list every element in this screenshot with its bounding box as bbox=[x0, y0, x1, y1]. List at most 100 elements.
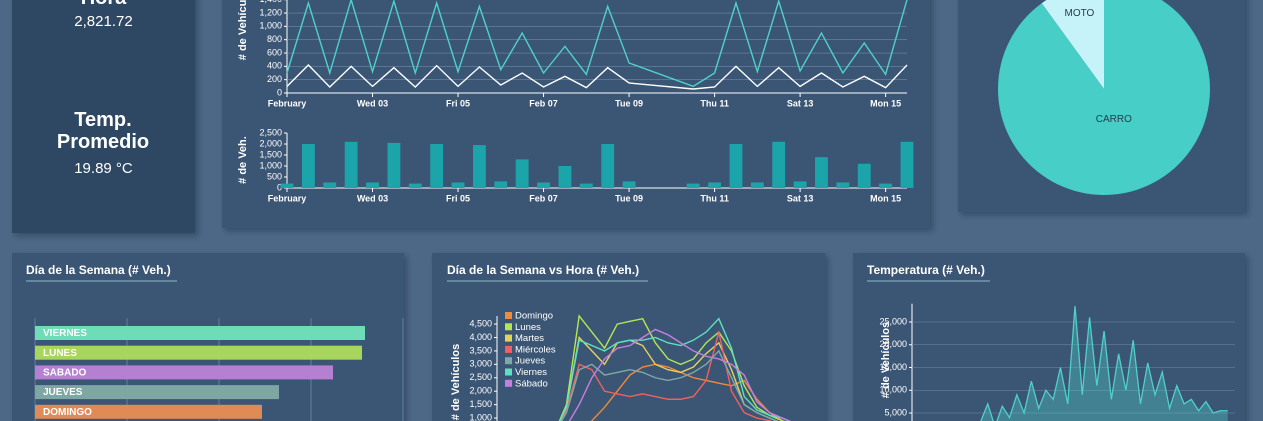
y-tick-label: 1,000 bbox=[259, 160, 282, 170]
bar bbox=[515, 159, 529, 188]
bar bbox=[836, 182, 850, 188]
y-tick-label: 2,000 bbox=[259, 138, 282, 148]
bar bbox=[558, 166, 572, 188]
y-tick-label: 15,000 bbox=[879, 362, 907, 372]
pie-slice bbox=[998, 0, 1210, 195]
pie-label: MOTO bbox=[1065, 8, 1095, 19]
bar bbox=[772, 141, 786, 188]
bar bbox=[280, 183, 294, 188]
line-series bbox=[568, 328, 792, 421]
y-tick-label: 0 bbox=[277, 182, 282, 192]
pie-slice bbox=[1041, 0, 1104, 89]
y-tick-label: 3,000 bbox=[469, 359, 492, 369]
x-tick-label: Mon 15 bbox=[870, 193, 901, 203]
pie-label: CARRO bbox=[1096, 114, 1132, 125]
x-tick-label: Sat 13 bbox=[787, 98, 814, 108]
y-tick-label: 5,000 bbox=[884, 407, 907, 417]
y-tick-label: 10,000 bbox=[879, 385, 907, 395]
x-tick-label: Feb 07 bbox=[529, 98, 558, 108]
x-tick-label: Fri 05 bbox=[446, 193, 470, 203]
legend-swatch bbox=[505, 379, 512, 387]
legend-label: Sábado bbox=[515, 378, 548, 389]
bar bbox=[451, 182, 465, 188]
bar bbox=[750, 182, 764, 188]
legend-label: Miércoles bbox=[515, 344, 556, 355]
bar bbox=[430, 144, 444, 188]
y-tick-label: 2,500 bbox=[469, 372, 492, 382]
line-series bbox=[559, 317, 792, 421]
legend-swatch bbox=[505, 357, 512, 365]
line-series bbox=[286, 0, 908, 88]
y-tick-label: 1,400 bbox=[259, 0, 282, 4]
bar bbox=[35, 365, 333, 380]
bar bbox=[857, 163, 871, 188]
y-tick-label: 600 bbox=[267, 47, 282, 57]
x-tick-label: Thu 11 bbox=[700, 193, 729, 203]
bar bbox=[301, 144, 315, 188]
kpi-value: 2,821.72 bbox=[74, 13, 133, 30]
line-series bbox=[560, 349, 779, 421]
x-tick-label: February bbox=[268, 98, 307, 108]
y-tick-label: 1,000 bbox=[259, 21, 282, 31]
y-tick-label: 3,500 bbox=[469, 345, 492, 355]
y-tick-label: 1,000 bbox=[469, 412, 492, 421]
bar-label: DOMINGO bbox=[43, 407, 92, 418]
y-tick-label: 1,200 bbox=[259, 7, 282, 17]
y-tick-label: 0 bbox=[277, 87, 282, 97]
x-tick-label: February bbox=[268, 193, 307, 203]
y-axis-title: # de Veh. bbox=[237, 136, 249, 184]
line-series bbox=[286, 64, 908, 90]
x-tick-label: Sat 13 bbox=[787, 193, 814, 203]
legend-label: Jueves bbox=[515, 356, 545, 367]
kpi-label: Temp. Promedio bbox=[56, 109, 150, 153]
bar bbox=[729, 144, 743, 188]
x-tick-label: Tue 09 bbox=[615, 98, 643, 108]
line-series bbox=[558, 314, 785, 421]
bar bbox=[344, 141, 358, 188]
legend-label: Lunes bbox=[515, 322, 541, 333]
bar bbox=[366, 182, 379, 188]
area-line bbox=[980, 306, 1228, 421]
bar bbox=[579, 183, 593, 188]
bar bbox=[900, 141, 914, 188]
bar bbox=[473, 145, 486, 188]
bar bbox=[622, 181, 636, 188]
y-tick-label: 800 bbox=[267, 34, 282, 44]
y-axis-title: # de Vehículos bbox=[450, 344, 462, 420]
timeseries-panel bbox=[222, 0, 930, 228]
bar bbox=[537, 182, 550, 188]
y-tick-label: 500 bbox=[267, 171, 282, 181]
legend-label: Martes bbox=[515, 333, 544, 344]
kpi-label: Hora bbox=[12, 0, 195, 9]
bar-label: JUEVES bbox=[43, 387, 83, 398]
kpi-value: 19.89 °C bbox=[74, 160, 133, 177]
x-tick-label: Tue 09 bbox=[615, 193, 643, 203]
y-tick-label: 1,500 bbox=[259, 149, 282, 159]
bar bbox=[815, 157, 828, 188]
bar bbox=[686, 183, 700, 188]
line-series bbox=[590, 363, 785, 421]
y-tick-label: 20,000 bbox=[879, 339, 907, 349]
y-tick-label: 25,000 bbox=[879, 316, 907, 326]
bar bbox=[494, 181, 508, 188]
bar-label: SABADO bbox=[43, 368, 87, 379]
x-tick-label: Wed 03 bbox=[357, 193, 388, 203]
legend-swatch bbox=[505, 345, 512, 353]
y-axis-title: # de Vehículos bbox=[237, 0, 249, 60]
y-tick-label: 4,500 bbox=[469, 318, 492, 328]
legend-swatch bbox=[505, 312, 512, 319]
bar bbox=[35, 326, 365, 340]
panel-title: Día de la Semana vs Hora (# Veh.) bbox=[447, 263, 639, 277]
kpi-panel bbox=[12, 0, 195, 233]
y-tick-label: 200 bbox=[267, 74, 282, 84]
legend-swatch bbox=[505, 334, 512, 342]
legend-label: Domingo bbox=[515, 311, 553, 322]
y-axis-title: # de Vehículos bbox=[880, 322, 892, 398]
bar bbox=[35, 404, 262, 419]
bar bbox=[323, 182, 337, 188]
y-tick-label: 400 bbox=[267, 61, 282, 71]
y-tick-label: 1,500 bbox=[469, 399, 492, 409]
bar-label: VIERNES bbox=[43, 328, 87, 339]
